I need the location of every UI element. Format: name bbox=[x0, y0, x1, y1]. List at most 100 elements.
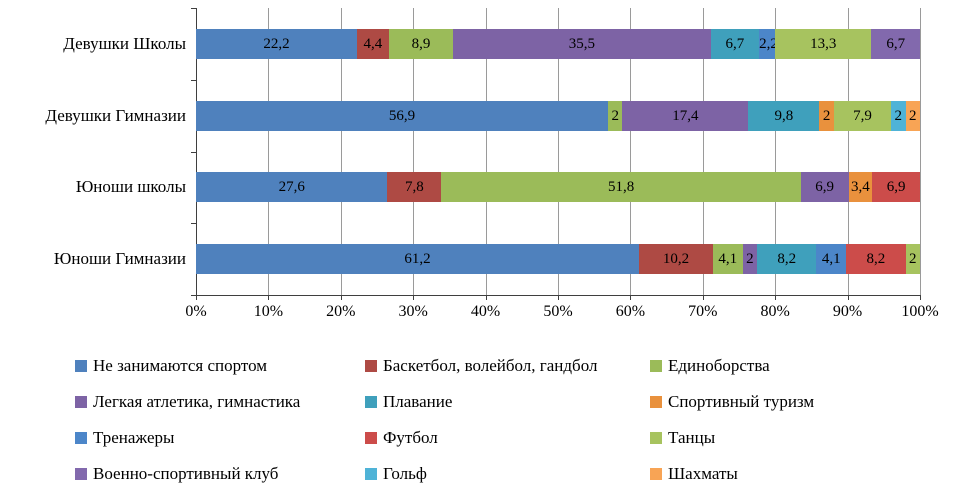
bar-segment-value: 6,7 bbox=[886, 35, 906, 52]
legend-item: Единоборства bbox=[650, 355, 770, 377]
bar-segment-value: 35,5 bbox=[568, 35, 596, 52]
legend-label: Военно-спортивный клуб bbox=[93, 464, 279, 483]
x-axis-tick bbox=[847, 295, 849, 300]
bar-segment bbox=[441, 172, 801, 203]
x-axis-tick bbox=[702, 295, 704, 300]
bar-segment bbox=[846, 244, 906, 275]
bar-segment bbox=[748, 100, 820, 131]
legend-color-swatch bbox=[650, 396, 662, 408]
bar-segment-value: 56,9 bbox=[388, 107, 416, 124]
legend-color-swatch bbox=[75, 432, 87, 444]
bar-segment bbox=[905, 100, 920, 131]
bar-segment-value: 2 bbox=[894, 107, 903, 124]
x-axis-tick bbox=[340, 295, 342, 300]
legend-color-swatch bbox=[75, 360, 87, 372]
bar-segment bbox=[848, 172, 873, 203]
legend-color-swatch bbox=[650, 432, 662, 444]
bar-segment-value: 27,6 bbox=[278, 179, 305, 196]
y-axis-line bbox=[196, 8, 197, 295]
bar-segment-value: 2,2 bbox=[759, 35, 778, 52]
bar-segment-value: 9,8 bbox=[774, 107, 794, 124]
bar-segment bbox=[387, 172, 442, 203]
category-label: Девушки Гимназии bbox=[45, 105, 186, 125]
bar-segment bbox=[872, 172, 920, 203]
bar-segment-value: 2 bbox=[611, 107, 619, 124]
bar-segment bbox=[710, 28, 760, 59]
legend-item: Шахматы bbox=[650, 463, 738, 485]
legend-item: Тренажеры bbox=[75, 427, 174, 449]
bar-segment bbox=[712, 244, 743, 275]
legend-label: Тренажеры bbox=[93, 428, 175, 447]
bar-segment bbox=[622, 100, 749, 131]
x-axis-tick-label: 80% bbox=[760, 303, 790, 320]
bar-segment-value: 8,2 bbox=[866, 251, 886, 268]
bar-segment-value: 22,2 bbox=[263, 35, 290, 52]
bar-segment-value: 13,3 bbox=[810, 35, 837, 52]
legend-label: Гольф bbox=[383, 464, 427, 483]
gridline bbox=[485, 8, 487, 295]
legend-label: Футбол bbox=[383, 428, 438, 447]
gridline bbox=[702, 8, 704, 295]
bar-segment bbox=[905, 244, 920, 275]
y-axis-tick bbox=[191, 295, 196, 296]
bar-segment-value: 7,8 bbox=[405, 179, 424, 196]
x-axis-tick bbox=[485, 295, 487, 300]
legend-item: Танцы bbox=[650, 427, 715, 449]
bar-segment bbox=[196, 244, 640, 275]
gridline bbox=[340, 8, 342, 295]
x-axis-tick-label: 70% bbox=[688, 303, 718, 320]
bar-segment bbox=[453, 28, 711, 59]
legend-item: Плавание bbox=[365, 391, 452, 413]
bar-segment bbox=[356, 28, 389, 59]
bar-segment-value: 4,1 bbox=[718, 251, 738, 268]
bar-segment-value: 51,8 bbox=[607, 179, 635, 196]
x-axis-tick bbox=[413, 295, 415, 300]
gridline bbox=[847, 8, 849, 295]
legend-item: Гольф bbox=[365, 463, 427, 485]
bar-segment-value: 8,9 bbox=[411, 35, 431, 52]
x-axis-tick bbox=[775, 295, 777, 300]
legend-label: Плавание bbox=[383, 392, 453, 411]
bar-segment-value: 2 bbox=[746, 251, 754, 268]
legend-color-swatch bbox=[650, 468, 662, 480]
legend-label: Спортивный туризм bbox=[668, 392, 815, 411]
bar-segment bbox=[816, 244, 847, 275]
legend-label: Единоборства bbox=[668, 356, 770, 375]
legend-color-swatch bbox=[365, 468, 377, 480]
y-axis-tick bbox=[191, 223, 196, 225]
x-axis-tick-label: 30% bbox=[398, 303, 428, 320]
bar-segment bbox=[871, 28, 920, 59]
bar-segment-value: 7,9 bbox=[853, 107, 872, 124]
legend-color-swatch bbox=[365, 396, 377, 408]
bar-segment-value: 3,4 bbox=[850, 179, 870, 196]
legend-label: Шахматы bbox=[668, 464, 738, 483]
y-axis-tick bbox=[191, 8, 196, 9]
bar-segment bbox=[196, 100, 608, 131]
legend-label: Не занимаются спортом bbox=[93, 356, 268, 375]
legend-item: Футбол bbox=[365, 427, 438, 449]
legend-color-swatch bbox=[650, 360, 662, 372]
x-axis-tick bbox=[558, 295, 559, 300]
bar-segment bbox=[388, 28, 454, 59]
x-axis-tick bbox=[630, 295, 632, 300]
bar-segment-value: 4,1 bbox=[821, 251, 841, 268]
legend-color-swatch bbox=[75, 468, 87, 480]
bar-segment bbox=[607, 100, 623, 131]
bar-segment bbox=[639, 244, 713, 275]
legend-item: Военно-спортивный клуб bbox=[75, 463, 278, 485]
category-label: Девушки Школы bbox=[63, 33, 186, 53]
bar-segment bbox=[196, 28, 357, 59]
legend-label: Баскетбол, волейбол, гандбол bbox=[383, 356, 598, 375]
x-axis-tick-label: 100% bbox=[901, 303, 939, 320]
bar-segment-value: 10,2 bbox=[662, 251, 690, 268]
legend-color-swatch bbox=[365, 432, 377, 444]
category-label: Юноши Гимназии bbox=[53, 249, 186, 269]
bar-segment-value: 2 bbox=[822, 107, 831, 124]
x-axis-tick bbox=[268, 295, 270, 300]
x-axis-tick-label: 0% bbox=[185, 303, 207, 320]
legend-item: Баскетбол, волейбол, гандбол bbox=[365, 355, 597, 377]
gridline bbox=[558, 8, 559, 295]
gridline bbox=[630, 8, 632, 295]
bar-segment bbox=[800, 172, 849, 203]
